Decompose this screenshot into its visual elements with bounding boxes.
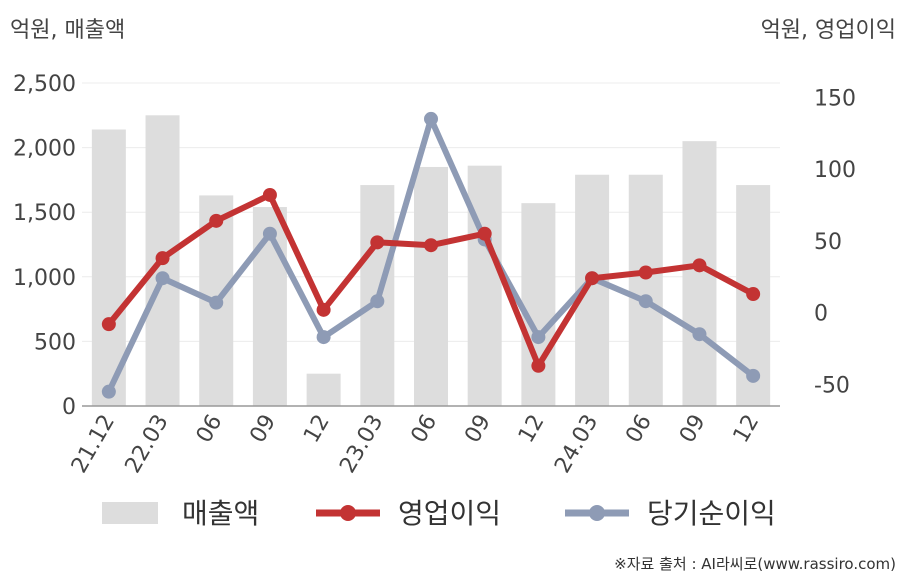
x-tick-label: 12 (729, 411, 765, 448)
x-tick-label: 06 (621, 411, 657, 448)
data-point (692, 258, 707, 273)
x-tick-label: 06 (192, 411, 228, 448)
legend-item: 영업이익 (316, 497, 501, 530)
data-point (531, 330, 546, 345)
x-tick-label: 12 (514, 411, 550, 448)
data-point (531, 358, 546, 373)
data-point (692, 327, 707, 342)
data-point (746, 368, 761, 383)
y-left-tick-label: 1,000 (13, 266, 76, 291)
data-point (262, 226, 277, 241)
right-axis-unit: 억원, 영업이익 (760, 18, 896, 43)
data-point (424, 238, 438, 253)
x-tick-label: 09 (245, 411, 281, 448)
y-left-tick-label: 2,000 (13, 137, 76, 162)
legend-label: 매출액 (182, 497, 259, 530)
data-point (585, 271, 600, 286)
y-right-tick-label: 100 (814, 158, 856, 183)
legend-label: 영업이익 (398, 497, 501, 530)
y-left-tick-label: 1,500 (13, 201, 76, 226)
y-right-tick-label: 50 (814, 230, 842, 255)
legend-label: 당기순이익 (647, 497, 776, 530)
legend-marker (340, 505, 356, 521)
data-point (477, 226, 492, 241)
x-tick-label: 12 (299, 411, 335, 448)
legend-item: 매출액 (102, 497, 259, 530)
bar (414, 166, 448, 406)
y-left-tick-label: 2,500 (13, 72, 76, 97)
data-point (370, 294, 385, 309)
data-point (155, 271, 170, 286)
data-point (746, 287, 761, 302)
legend-item: 당기순이익 (565, 497, 776, 530)
left-axis-unit: 억원, 매출액 (10, 18, 126, 43)
x-tick-label: 24.03 (550, 411, 603, 478)
legend-swatch (102, 502, 158, 524)
data-point (101, 384, 116, 399)
bar (306, 373, 341, 406)
data-point (209, 295, 224, 310)
data-point (155, 251, 170, 266)
x-tick-label: 22.03 (121, 411, 174, 478)
bar (628, 174, 663, 406)
bar (467, 165, 502, 406)
data-point (262, 187, 277, 202)
y-left-tick-label: 0 (62, 395, 76, 420)
bar (91, 129, 126, 406)
x-tick-label: 09 (675, 411, 711, 448)
data-point (424, 111, 438, 126)
legend-marker (589, 505, 605, 521)
data-point (370, 235, 385, 250)
data-point (316, 330, 331, 345)
data-point (638, 265, 653, 280)
x-tick-label: 23.03 (335, 411, 388, 478)
data-point (209, 213, 224, 228)
y-right-tick-label: 0 (814, 302, 828, 327)
y-left-tick-label: 500 (34, 330, 76, 355)
data-point (638, 294, 653, 309)
data-point (316, 302, 331, 317)
source-note: ※자료 출처 : AI라씨로(www.rassiro.com) (614, 555, 896, 573)
x-tick-label: 09 (460, 411, 496, 448)
bar (521, 203, 556, 406)
x-tick-label: 21.12 (67, 411, 120, 478)
data-point (101, 317, 116, 332)
y-right-tick-label: 150 (814, 86, 856, 111)
x-tick-label: 06 (407, 411, 443, 448)
y-right-tick-label: -50 (814, 373, 850, 398)
